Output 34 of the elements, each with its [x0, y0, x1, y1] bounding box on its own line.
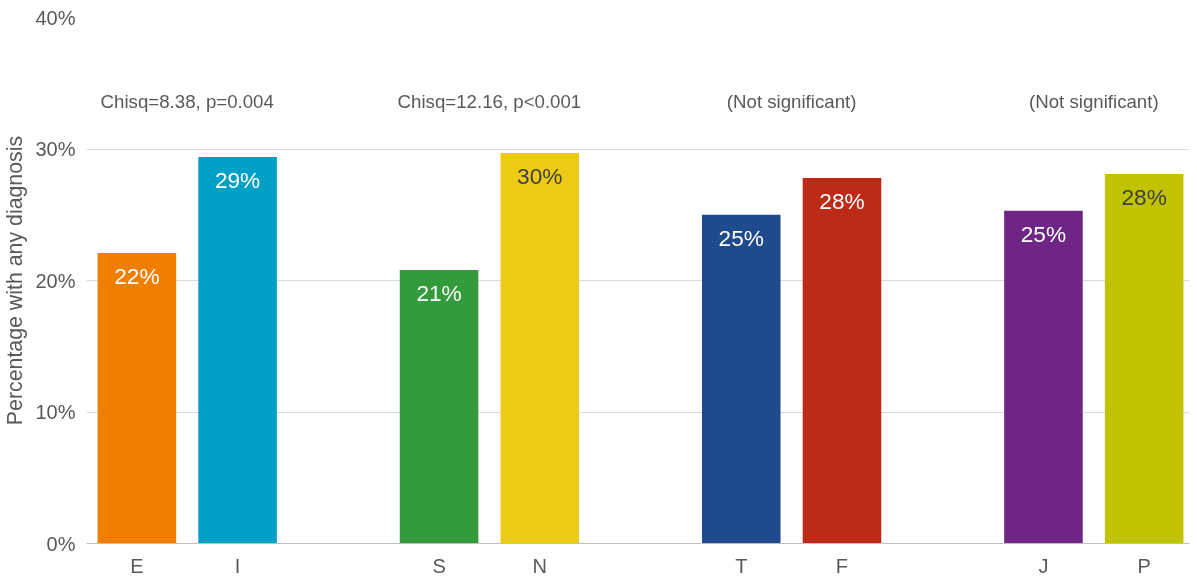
y-tick-label: 0%	[46, 532, 76, 555]
data-label: 30%	[517, 162, 563, 189]
x-tick-label: E	[130, 554, 144, 577]
y-tick-label: 30%	[35, 138, 76, 160]
annotation: (Not significant)	[726, 91, 857, 113]
data-label: 28%	[819, 187, 865, 214]
x-tick-label: S	[432, 554, 446, 577]
x-tick-label: I	[234, 554, 241, 577]
bar	[802, 177, 882, 544]
y-tick-label: 20%	[35, 269, 76, 292]
bar	[1104, 173, 1184, 544]
annotation: Chisq=12.16, p<0.001	[397, 91, 582, 113]
data-label: 25%	[718, 224, 764, 251]
y-tick-label: 10%	[35, 401, 76, 423]
bar	[97, 252, 177, 544]
annotation: (Not significant)	[1029, 91, 1159, 113]
y-tick-label: 40%	[35, 6, 76, 29]
data-label: 21%	[416, 279, 462, 306]
x-tick-label: T	[735, 554, 748, 577]
x-tick-label: F	[835, 554, 849, 577]
data-label: 28%	[1121, 183, 1167, 210]
bar	[399, 269, 479, 544]
bar	[198, 156, 277, 544]
bar	[701, 214, 781, 544]
y-axis-title: Percentage with any diagnosis	[3, 135, 28, 426]
x-tick-label: N	[532, 554, 548, 577]
x-tick-label: P	[1137, 554, 1151, 577]
data-label: 25%	[1020, 220, 1067, 247]
data-label: 29%	[214, 166, 261, 193]
bar	[1004, 210, 1083, 544]
data-label: 22%	[114, 262, 160, 289]
bar	[500, 152, 580, 544]
x-tick-label: J	[1038, 554, 1049, 577]
annotation: Chisq=8.38, p=0.004	[100, 91, 274, 113]
